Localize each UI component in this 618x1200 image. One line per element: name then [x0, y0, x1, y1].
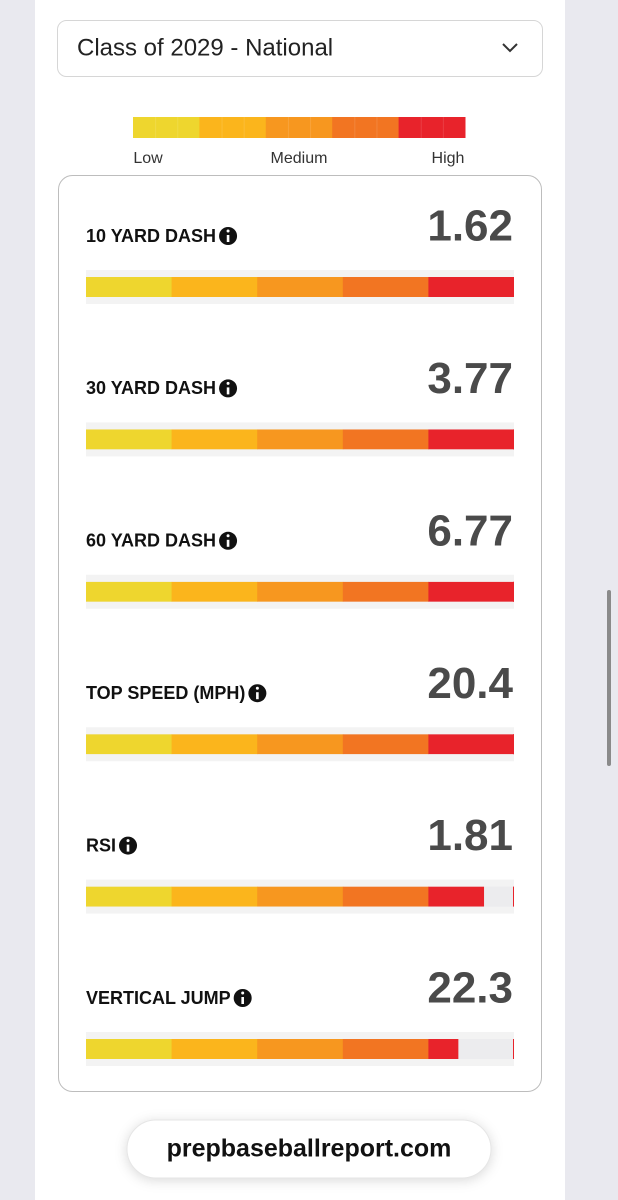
bar-segment: [86, 277, 173, 297]
legend-label: Medium: [271, 150, 328, 167]
bar-divider: [221, 117, 223, 138]
info-icon-glyph: [255, 686, 259, 690]
bar-segment: [86, 429, 173, 450]
bar-fill: [86, 581, 514, 602]
footer-pill[interactable]: prepbaseballreport.com: [126, 1119, 492, 1179]
bar-segment: [342, 277, 429, 297]
bar-divider: [243, 117, 245, 138]
bar-segment: [86, 581, 173, 602]
bar-segment: [171, 581, 258, 602]
bar-segment: [257, 1039, 344, 1059]
scrollbar: [607, 590, 611, 766]
footer-text[interactable]: prepbaseballreport.com: [167, 1135, 452, 1163]
bar-segment: [428, 581, 514, 602]
metric-value: 1.81: [427, 811, 513, 860]
legend-segment: [199, 117, 267, 138]
info-icon-glyph: [241, 991, 245, 995]
metric-name: 60 YARD DASH: [86, 531, 216, 551]
bar-segment: [86, 1039, 173, 1059]
bar-segment: [342, 429, 429, 450]
bar-fill: [86, 1039, 459, 1059]
metric-value: 3.77: [427, 354, 513, 403]
info-icon-glyph: [226, 235, 230, 242]
metric-value: 1.62: [427, 202, 513, 251]
bar-segment: [171, 1039, 258, 1059]
bar-segment: [342, 1039, 429, 1059]
bar-divider: [155, 117, 157, 138]
bar-segment: [257, 581, 344, 602]
legend-segment: [265, 117, 333, 138]
bar-fill: [86, 734, 514, 755]
metric-value: 22.3: [427, 964, 513, 1013]
bar-segment: [171, 886, 258, 907]
bar-divider: [177, 117, 179, 138]
bar-segment: [342, 581, 429, 602]
bar-segment: [428, 886, 485, 907]
metric-name: VERTICAL JUMP: [86, 988, 231, 1008]
bar-segment: [428, 734, 514, 755]
metric-value: 6.77: [427, 506, 513, 555]
bar-segment: [428, 277, 514, 297]
bar-segment: [428, 1039, 459, 1059]
info-icon-glyph: [126, 844, 130, 852]
bar-segment: [171, 429, 258, 450]
bar-divider: [354, 117, 356, 138]
info-icon-glyph: [226, 381, 230, 385]
dropdown-chevron[interactable]: [502, 43, 518, 53]
info-icon-glyph: [126, 839, 130, 843]
info-icon-glyph: [226, 229, 230, 233]
legend-segment: [133, 117, 200, 138]
bar-segment: [86, 734, 173, 755]
info-icon-glyph: [241, 997, 244, 1004]
bar-segment: [86, 886, 173, 907]
bar-segment: [428, 429, 514, 450]
dropdown[interactable]: Class of 2029 - National: [57, 20, 543, 77]
bar-segment: [257, 886, 344, 907]
bar-divider: [310, 117, 312, 138]
bar-segment: [257, 277, 344, 297]
bar-segment: [342, 734, 429, 755]
bar-segment: [257, 734, 344, 755]
legend-label: High: [432, 150, 465, 167]
bar-fill: [86, 886, 485, 907]
metrics-card: [58, 175, 542, 1092]
legend-label: Low: [133, 150, 163, 167]
bar-divider: [287, 117, 289, 138]
bar-segment: [171, 277, 258, 297]
bar-divider: [420, 117, 422, 138]
dropdown-box[interactable]: [57, 20, 543, 77]
bar-divider: [442, 117, 444, 138]
bar-segment: [257, 429, 344, 450]
info-icon-glyph: [226, 387, 230, 395]
legend-segment: [398, 117, 466, 138]
bar-fill: [86, 429, 514, 450]
bar-end: [513, 1039, 514, 1059]
info-icon-glyph: [226, 539, 230, 547]
bar-fill: [86, 277, 514, 297]
info-icon-glyph: [226, 534, 230, 538]
footer-bg[interactable]: [126, 1119, 492, 1179]
metric-name: 10 YARD DASH: [86, 226, 216, 246]
dropdown-label[interactable]: Class of 2029 - National: [77, 34, 333, 61]
metric-name: TOP SPEED (MPH): [86, 683, 245, 703]
metric-name: 30 YARD DASH: [86, 378, 216, 398]
info-icon-glyph: [256, 692, 259, 700]
metric-name: RSI: [86, 835, 116, 855]
bar-end: [513, 886, 514, 907]
bar-divider: [376, 117, 378, 138]
bar-segment: [171, 734, 258, 755]
legend-segment: [332, 117, 400, 138]
metric-value: 20.4: [427, 659, 513, 708]
bar-segment: [342, 886, 429, 907]
